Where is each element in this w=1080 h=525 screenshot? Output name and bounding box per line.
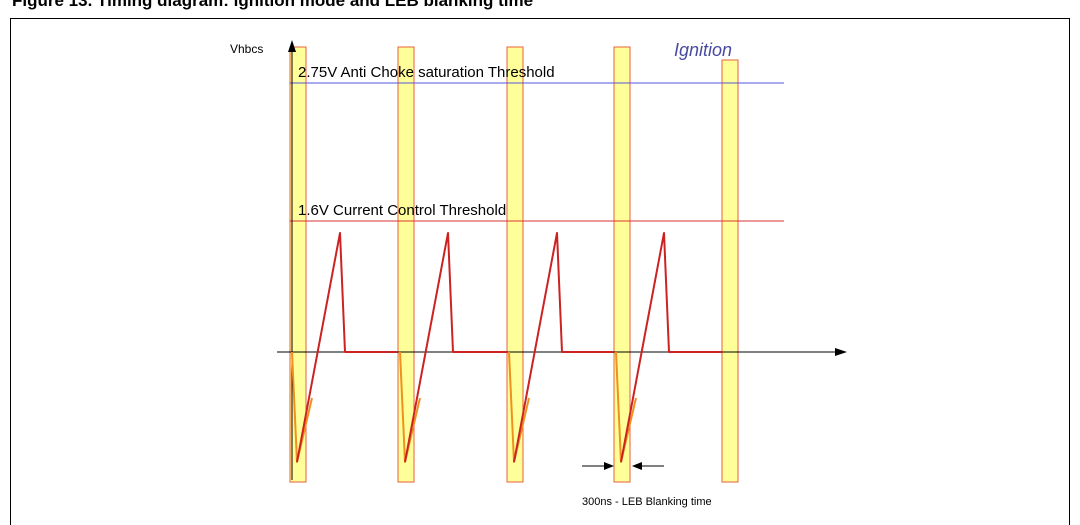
mode-label: Ignition xyxy=(674,40,732,60)
x-axis-arrow xyxy=(835,348,847,356)
dimension-arrow-right-icon xyxy=(604,462,614,470)
waveform-pulse-3-ramp xyxy=(513,232,614,463)
blanking-window-5 xyxy=(721,59,739,483)
threshold-high-label: 2.75V Anti Choke saturation Threshold xyxy=(298,64,555,81)
blanking-time-dimension xyxy=(582,462,664,470)
threshold-low-label: 1.6V Current Control Threshold xyxy=(298,202,506,219)
waveform-pulse-1-ramp xyxy=(296,232,398,463)
y-axis xyxy=(288,40,296,480)
y-axis-arrow xyxy=(288,40,296,52)
figure-caption-strip: Figure 13. Timing diagram: ignition mode… xyxy=(10,0,1070,14)
waveform-pulse-2-ramp xyxy=(404,232,507,463)
blanking-window-4 xyxy=(613,46,631,483)
dimension-arrow-left-icon xyxy=(632,462,642,470)
blanking-window-3 xyxy=(506,46,524,483)
diagram-frame xyxy=(10,18,1070,525)
blanking-window-2 xyxy=(397,46,415,483)
waveform-pulse-4-ramp xyxy=(620,232,722,463)
blanking-window-1 xyxy=(289,46,307,483)
figure-caption: Figure 13. Timing diagram: ignition mode… xyxy=(12,0,534,10)
waveform xyxy=(291,232,722,463)
blanking-time-label: 300ns - LEB Blanking time xyxy=(582,496,712,508)
blanking-windows xyxy=(289,46,739,483)
y-axis-label: Vhbcs xyxy=(230,42,263,56)
